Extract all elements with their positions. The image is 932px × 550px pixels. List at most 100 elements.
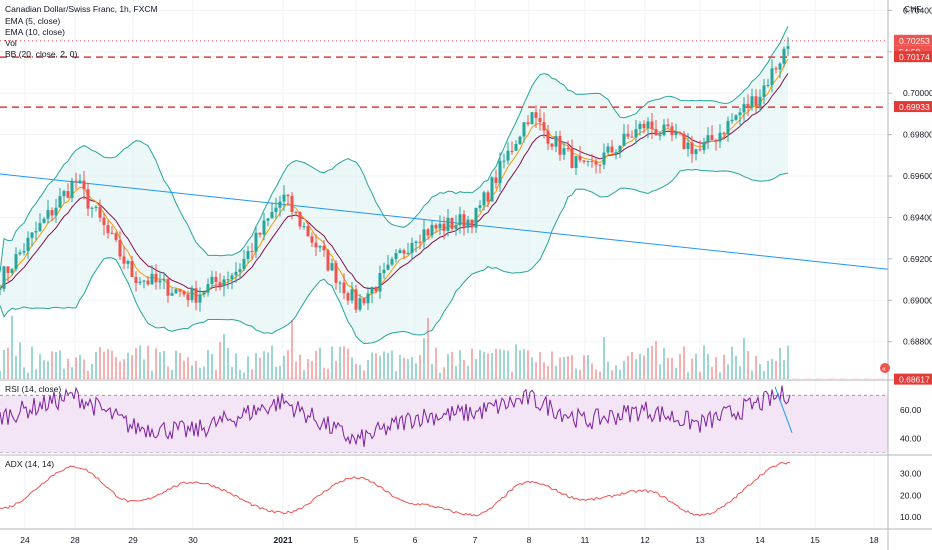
- candle-body: [690, 142, 694, 155]
- volume-bar: [59, 350, 61, 379]
- volume-bar: [747, 351, 749, 379]
- volume-bar: [575, 368, 577, 379]
- candle-body: [34, 231, 38, 233]
- volume-bar: [135, 348, 137, 379]
- candle-body: [542, 122, 546, 131]
- volume-bar: [283, 355, 285, 379]
- candle-body: [234, 271, 238, 276]
- candle-body: [394, 253, 398, 260]
- volume-bar: [563, 357, 565, 379]
- volume-bar: [627, 355, 629, 379]
- volume-bar: [287, 350, 289, 379]
- volume-bar: [351, 357, 353, 379]
- level-badge: [894, 51, 932, 63]
- volume-bar: [411, 356, 413, 379]
- candle-body: [622, 133, 626, 146]
- candle-body: [82, 180, 86, 190]
- adx-tick-label: 20.00: [900, 490, 922, 500]
- adx-tick-label: 30.00: [900, 468, 922, 478]
- chart-legend[interactable]: Canadian Dollar/Swiss Franc, 1h, FXCM EM…: [5, 4, 158, 59]
- level-badge-text: 0.69933: [899, 102, 930, 112]
- candle-body: [102, 217, 106, 226]
- candle-body: [318, 245, 322, 248]
- volume-bar: [359, 364, 361, 379]
- candle-body: [10, 269, 14, 273]
- time-label: 7: [473, 535, 478, 545]
- volume-bar: [367, 359, 369, 379]
- rsi-plot: [0, 385, 888, 453]
- candle-body: [762, 85, 766, 97]
- candle-body: [782, 48, 786, 64]
- time-axis[interactable]: 24 28 29 30 2021 5 6 7 8 11 12 13 14 15 18: [20, 535, 879, 545]
- candle-body: [750, 96, 754, 108]
- candle-body: [370, 286, 374, 294]
- candle-body: [26, 237, 30, 251]
- candle-body: [358, 298, 362, 310]
- legend-ema5[interactable]: EMA (5, close): [5, 16, 60, 26]
- candle-body: [242, 258, 246, 270]
- rsi-trendline[interactable]: [774, 386, 793, 434]
- candle-body: [130, 260, 134, 277]
- volume-bar: [187, 357, 189, 379]
- candle-body: [466, 219, 470, 228]
- candle-body: [754, 96, 758, 106]
- candle-body: [478, 205, 482, 208]
- candle-body: [222, 279, 226, 287]
- last-price-badge: [894, 34, 932, 46]
- volume-bar: [7, 347, 9, 379]
- adx-axis[interactable]: 30.00 20.00 10.00: [900, 468, 922, 522]
- bb-upper: [0, 26, 789, 273]
- volume-bar: [179, 353, 181, 379]
- candle-body: [582, 160, 586, 162]
- volume-bar: [371, 352, 373, 379]
- price-tick-label: 0.69800: [903, 130, 932, 140]
- volume-bar: [595, 369, 597, 379]
- rsi-label[interactable]: RSI (14, close): [5, 384, 61, 394]
- candles: [0, 37, 790, 313]
- volume-bar: [787, 345, 789, 379]
- candle-body: [766, 84, 770, 86]
- volume-bar: [263, 351, 265, 379]
- candle-body: [94, 206, 98, 208]
- candle-body: [666, 124, 670, 127]
- candle-body: [98, 206, 102, 218]
- volume-bar: [775, 360, 777, 379]
- volume-bar: [679, 353, 681, 379]
- volume-bar: [671, 358, 673, 379]
- volume-bar: [675, 367, 677, 379]
- candle-body: [238, 269, 242, 272]
- horizontal-levels[interactable]: [0, 40, 888, 380]
- volume-bar: [219, 341, 221, 379]
- candle-body: [366, 293, 370, 304]
- legend-bollinger[interactable]: BB (20, close, 2, 0): [5, 49, 77, 59]
- candle-body: [486, 192, 490, 202]
- candle-body: [458, 214, 462, 226]
- symbol-title[interactable]: Canadian Dollar/Swiss Franc, 1h, FXCM: [5, 4, 158, 14]
- candle-body: [58, 196, 62, 208]
- volume-bar: [619, 369, 621, 379]
- currency-label[interactable]: CHF: [904, 4, 921, 14]
- candle-body: [418, 241, 422, 243]
- candle-body: [454, 225, 458, 229]
- volume-bar: [403, 357, 405, 379]
- candle-body: [278, 201, 282, 208]
- candle-body: [738, 112, 742, 116]
- volume-bar: [695, 353, 697, 379]
- candle-body: [194, 288, 198, 303]
- legend-volume[interactable]: Vol: [5, 38, 17, 48]
- adx-label[interactable]: ADX (14, 14): [5, 459, 54, 469]
- candle-body: [574, 156, 578, 169]
- candle-body: [578, 156, 582, 161]
- legend-ema10[interactable]: EMA (10, close): [5, 27, 65, 37]
- volume-bar: [539, 351, 541, 379]
- volume-bar: [15, 356, 17, 379]
- volume-bar: [23, 367, 25, 379]
- time-label: 28: [70, 535, 80, 545]
- volume-bar: [631, 351, 633, 379]
- candle-body: [422, 229, 426, 242]
- alert-icon[interactable]: [880, 363, 890, 373]
- volume-bar: [51, 351, 53, 379]
- time-label: 13: [695, 535, 705, 545]
- candle-body: [434, 224, 438, 229]
